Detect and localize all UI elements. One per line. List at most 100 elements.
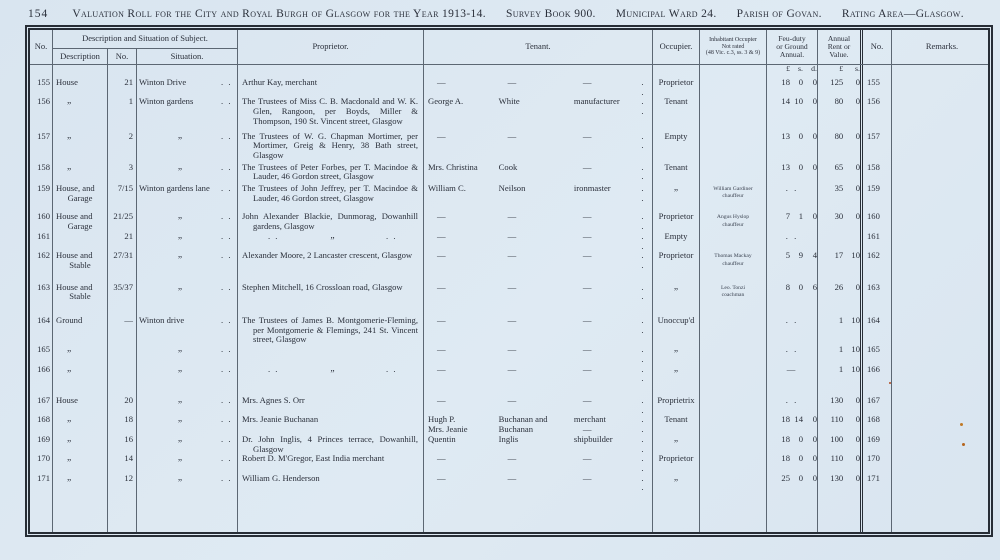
column-header-no-right: No. [863,30,892,64]
spacer-row [30,383,988,396]
spacer-row [30,182,988,185]
cell-street-number: 21/25 [108,212,137,232]
cell-inhabitant-occupier [700,316,767,346]
cell-occupier: Empty [653,131,700,161]
cell-annual-rent: 1 10 [818,364,863,384]
cell-feu-duty: . . [767,184,818,204]
cell-occupier: Tenant [653,415,700,435]
cell-tenant: Hugh P. Mrs. Jeanie Buchanan and Buchanan me… [424,415,653,435]
table-row: 165 „ „. . — — —. . „. . 1 10 165 [30,345,988,365]
cell-feu-duty: 18 0 0 [767,454,818,474]
table-row: 171 „ 12 „. . William G. Henderson — — —. . „ 25 0… [30,473,988,494]
cell-remarks [892,163,992,182]
cell-description: „ [53,454,108,474]
cell-occupier: Proprietrix [653,395,700,416]
column-header-description-group: Description and Situation of Subject. [53,30,238,49]
cell-feu-duty: . . [767,345,818,365]
cell-annual-rent: 100 0 [818,434,863,455]
cell-tenant: Quentin Inglis shipbuilder. . [424,434,653,455]
cell-entry-number: 167 [30,395,53,416]
cell-tenant: — — —. . [424,473,653,494]
cell-street-number [108,345,137,365]
cell-annual-rent: 130 0 [818,395,863,416]
cell-annual-rent: 110 0 [818,454,863,474]
cell-street-number: 1 [108,97,137,127]
cell-situation: Winton gardens. . [137,97,238,127]
cell-tenant: — — —. . [424,231,653,252]
cell-street-number: 2 [108,131,137,161]
cell-situation: „. . [137,415,238,435]
cell-proprietor: The Trustees of Peter Forbes, per T. Mac… [238,162,424,183]
cell-entry-number-right: 160 [863,212,892,232]
cell-entry-number-right: 169 [863,434,892,455]
cell-occupier: „ [653,364,700,384]
cell-occupier: „ [653,473,700,494]
column-header-proprietor: Proprietor. [238,30,424,64]
cell-situation: „. . [137,282,238,303]
cell-tenant: — — —. . [424,251,653,271]
column-header-feu-duty: Feu-duty or Ground Annual. [767,30,818,64]
cell-entry-number-right: 171 [863,473,892,494]
cell-feu-duty: 13 0 0 [767,162,818,183]
cell-entry-number-right: 166 [863,364,892,384]
cell-feu-duty: 13 0 0 [767,131,818,161]
cell-proprietor: William G. Henderson [238,473,424,494]
cell-entry-number: 169 [30,434,53,455]
cell-remarks [892,232,992,251]
cell-situation: „. . [137,162,238,183]
stain-dot [960,423,963,426]
cell-description [53,231,108,252]
cell-description: „ [53,364,108,384]
page-number: 154 [28,8,49,20]
cell-entry-number: 164 [30,316,53,346]
cell-feu-duty: 25 0 0 [767,473,818,494]
cell-inhabitant-occupier [700,97,767,127]
cell-inhabitant-occupier [700,78,767,98]
cell-entry-number: 166 [30,364,53,384]
cell-remarks [892,396,992,415]
table-row: 169 „ 16 „. . Dr. John Inglis, 4 Princes ter… [30,434,988,455]
cell-remarks [892,454,992,473]
cell-inhabitant-occupier [700,131,767,161]
spacer-row [30,302,988,317]
table-body: £ s. d. £ s. 155 House 21 Winton Drive. . Ar… [30,65,988,532]
cell-entry-number: 161 [30,231,53,252]
cell-inhabitant-occupier: William Gardiner chauffeur [700,184,767,204]
title-segment: Parish of Govan. [736,8,822,20]
cell-proprietor: The Trustees of W. G. Chapman Mortimer, … [238,131,424,161]
cell-entry-number-right: 165 [863,345,892,365]
cell-description: „ [53,434,108,455]
cell-inhabitant-occupier [700,345,767,365]
title-segment: Survey Book 900. [505,8,596,20]
cell-remarks [892,78,992,97]
cell-entry-number: 156 [30,97,53,127]
cell-occupier: Proprietor [653,454,700,474]
cell-proprietor: Mrs. Agnes S. Orr [238,395,424,416]
cell-inhabitant-occupier [700,162,767,183]
cell-remarks [892,365,992,384]
cell-inhabitant-occupier: Angus Hyslop chauffeur [700,212,767,232]
cell-proprietor: Arthur Kay, merchant [238,78,424,98]
cell-inhabitant-occupier [700,395,767,416]
cell-situation: Winton Drive. . [137,78,238,98]
cell-occupier: Tenant [653,162,700,183]
cell-entry-number: 168 [30,415,53,435]
cell-proprietor: Mrs. Jeanie Buchanan [238,415,424,435]
cell-feu-duty: 18 0 0 [767,434,818,455]
cell-tenant: — — —. . [424,345,653,365]
cell-street-number: 21 [108,231,137,252]
cell-entry-number-right: 157 [863,131,892,161]
table-row: 160 House and Garage 21/25 „. . John Alexande… [30,212,988,232]
title-segment: Valuation Roll for the City and Royal Bu… [72,8,486,20]
cell-entry-number: 171 [30,473,53,494]
title-segment: Municipal Ward 24. [615,8,717,20]
spacer-row [30,160,988,163]
cell-description: Ground [53,316,108,346]
cell-situation: Winton gardens lane. . [137,184,238,204]
cell-entry-number: 157 [30,131,53,161]
cell-situation: „. . [137,251,238,271]
table-row: 164 Ground — Winton drive. . The Trustees of… [30,316,988,346]
cell-tenant: — — —. . [424,131,653,161]
cell-proprietor: Stephen Mitchell, 16 Crossloan road, Gla… [238,282,424,303]
